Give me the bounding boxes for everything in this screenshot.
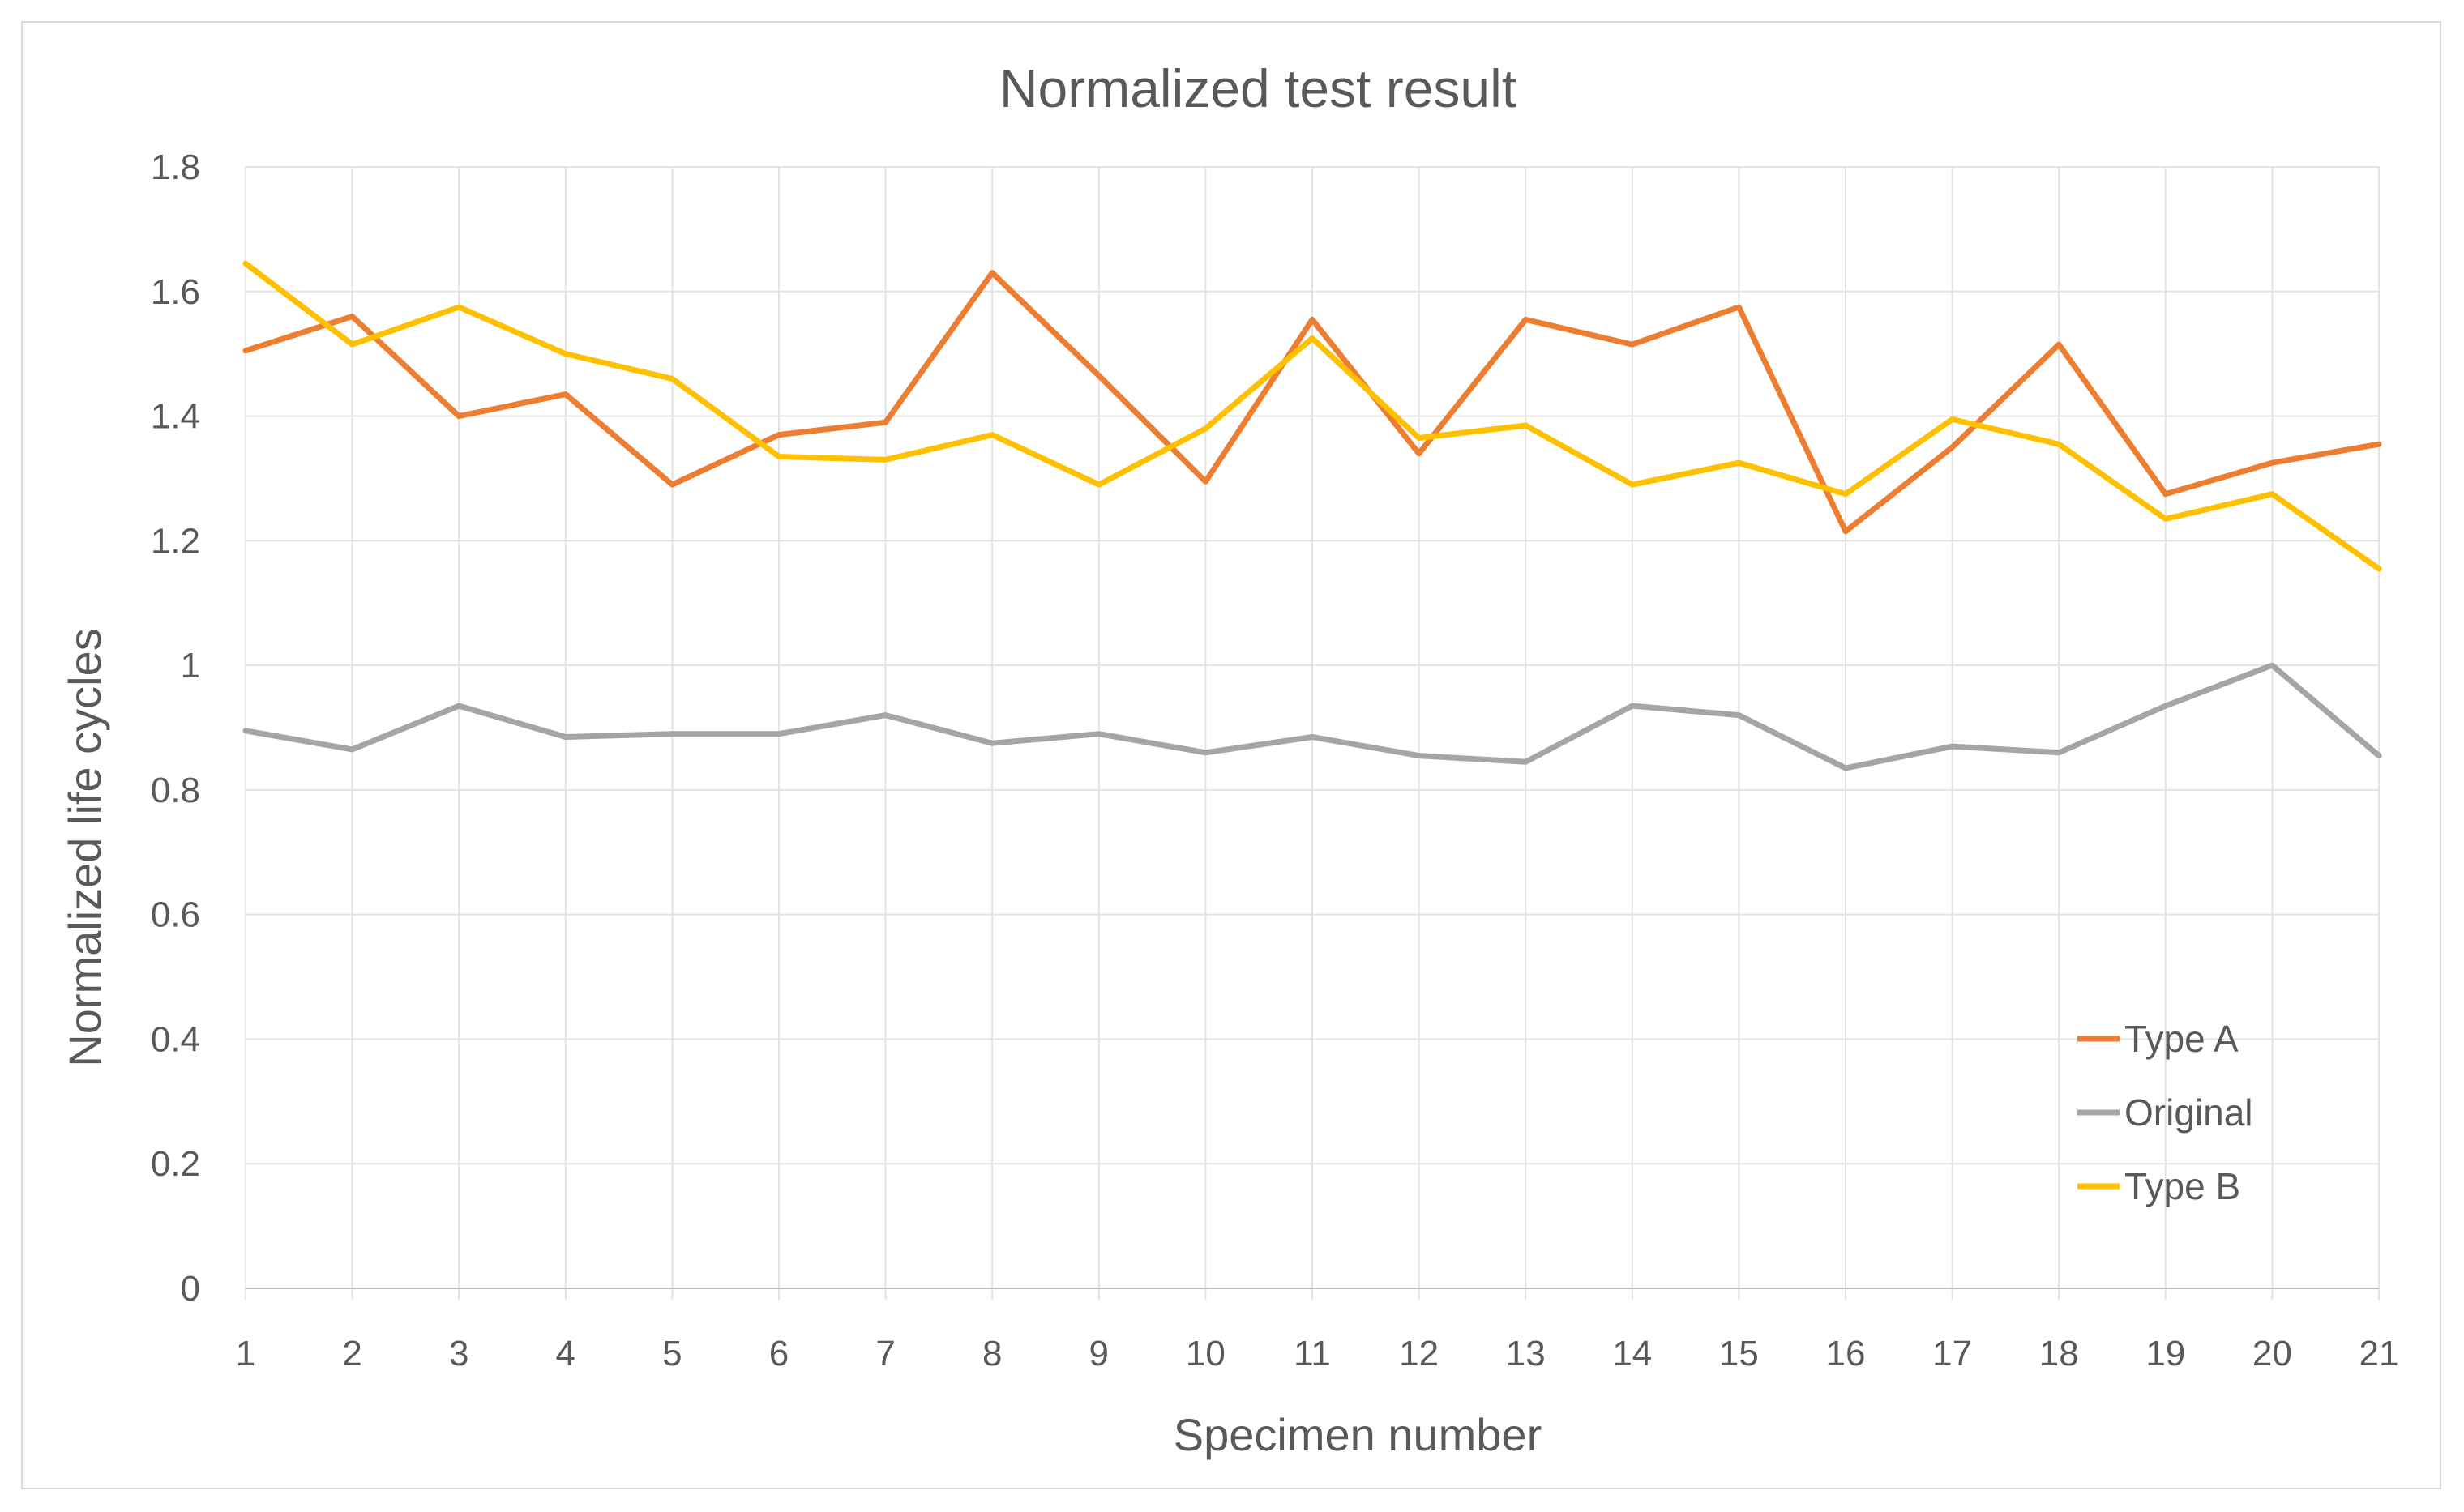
y-tick-label: 1.2 xyxy=(151,521,200,561)
y-tick-labels: 0 0.2 0.4 0.6 0.8 1 1.2 1.4 1.6 1.8 xyxy=(151,147,200,1309)
chart-frame xyxy=(21,21,2441,1489)
x-tick-label: 5 xyxy=(662,1334,682,1373)
x-tick-label: 1 xyxy=(236,1334,255,1373)
x-tick-label: 2 xyxy=(342,1334,361,1373)
chart-title: Normalized test result xyxy=(999,58,1516,118)
y-tick-label: 1.6 xyxy=(151,272,200,312)
x-tick-label: 6 xyxy=(769,1334,789,1373)
y-tick-label: 0.6 xyxy=(151,895,200,935)
x-tick-label: 15 xyxy=(1719,1334,1759,1373)
legend-label: Original xyxy=(2124,1091,2253,1134)
x-tick-label: 9 xyxy=(1089,1334,1109,1373)
series-lines xyxy=(242,260,2382,771)
x-tick-labels: 1 2 3 4 5 6 7 8 9 10 11 12 13 14 15 16 17 18 19 20 21 xyxy=(236,1334,2399,1373)
x-tick-label: 11 xyxy=(1294,1334,1331,1373)
legend-label: Type B xyxy=(2124,1165,2240,1207)
x-tick-label: 14 xyxy=(1612,1334,1652,1373)
x-tick-label: 18 xyxy=(2039,1334,2079,1373)
y-tick-label: 0 xyxy=(181,1269,200,1309)
legend-label: Type A xyxy=(2124,1018,2239,1060)
x-tick-label: 13 xyxy=(1506,1334,1546,1373)
legend: Type A Original Type B xyxy=(2077,1018,2253,1207)
x-tick-label: 12 xyxy=(1399,1334,1439,1373)
series-line-type-a xyxy=(242,270,2382,535)
y-axis-title: Normalized life cycles xyxy=(59,628,110,1067)
x-tick-label: 10 xyxy=(1186,1334,1226,1373)
y-tick-label: 1.8 xyxy=(151,147,200,187)
y-tick-label: 0.8 xyxy=(151,771,200,810)
x-tick-label: 3 xyxy=(449,1334,468,1373)
y-tick-label: 0.4 xyxy=(151,1019,200,1059)
x-axis-title: Specimen number xyxy=(1174,1409,1542,1460)
x-tick-label: 16 xyxy=(1826,1334,1866,1373)
y-tick-label: 1 xyxy=(181,646,200,686)
y-tick-label: 0.2 xyxy=(151,1144,200,1184)
series-line-original xyxy=(242,662,2382,771)
x-tick-label: 7 xyxy=(875,1334,895,1373)
x-tick-label: 19 xyxy=(2145,1334,2185,1373)
x-tick-label: 20 xyxy=(2252,1334,2292,1373)
y-tick-label: 1.4 xyxy=(151,397,200,437)
x-tick-label: 8 xyxy=(982,1334,1002,1373)
series-line-type-b xyxy=(242,260,2382,572)
x-tick-label: 21 xyxy=(2359,1334,2399,1373)
x-tick-label: 4 xyxy=(556,1334,575,1373)
x-tick-label: 17 xyxy=(1932,1334,1972,1373)
